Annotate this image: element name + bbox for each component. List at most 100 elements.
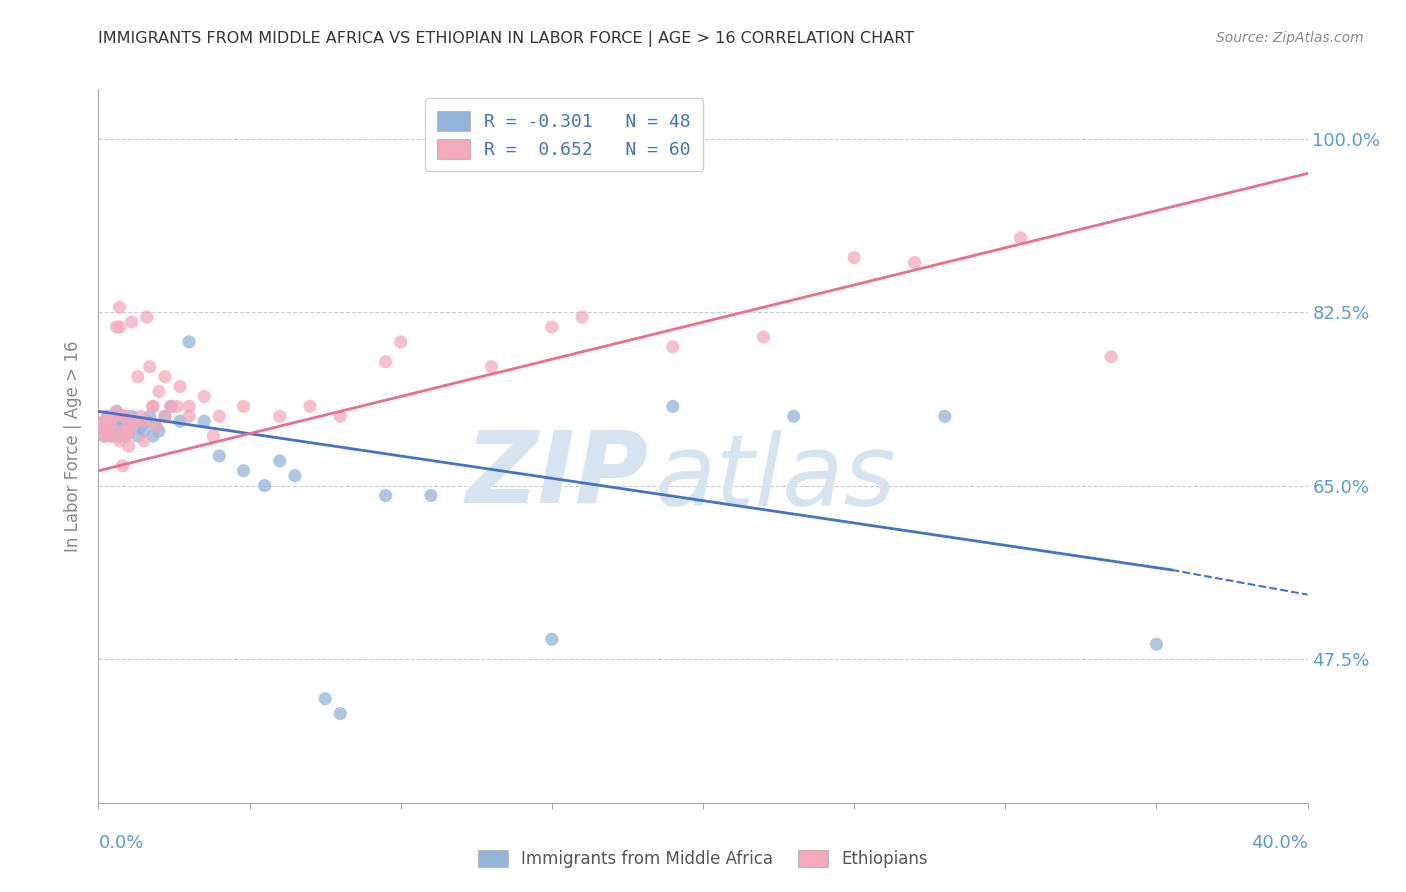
Legend: R = -0.301   N = 48, R =  0.652   N = 60: R = -0.301 N = 48, R = 0.652 N = 60 bbox=[425, 98, 703, 171]
Point bbox=[284, 468, 307, 483]
Point bbox=[105, 320, 128, 334]
Point bbox=[540, 320, 562, 334]
Point bbox=[103, 424, 125, 438]
Point bbox=[129, 419, 152, 434]
Point bbox=[374, 489, 396, 503]
Point bbox=[96, 409, 118, 424]
Point bbox=[127, 429, 149, 443]
Point bbox=[571, 310, 593, 325]
Point bbox=[329, 706, 352, 721]
Point bbox=[844, 251, 866, 265]
Point bbox=[100, 414, 122, 428]
Point bbox=[93, 429, 115, 443]
Point bbox=[142, 400, 165, 414]
Point bbox=[108, 300, 131, 314]
Point bbox=[118, 419, 141, 434]
Point bbox=[100, 429, 122, 443]
Point bbox=[145, 419, 167, 434]
Point bbox=[148, 384, 170, 399]
Text: 0.0%: 0.0% bbox=[98, 834, 143, 852]
Point bbox=[90, 419, 112, 434]
Point bbox=[202, 429, 225, 443]
Point bbox=[135, 310, 157, 325]
Point bbox=[166, 400, 188, 414]
Point bbox=[139, 409, 162, 424]
Point bbox=[105, 404, 128, 418]
Text: ZIP: ZIP bbox=[465, 426, 648, 523]
Point bbox=[111, 424, 134, 438]
Point bbox=[124, 414, 146, 428]
Point bbox=[108, 434, 131, 448]
Point bbox=[114, 429, 136, 443]
Point bbox=[118, 439, 141, 453]
Point bbox=[118, 424, 141, 438]
Point bbox=[269, 409, 291, 424]
Point bbox=[153, 409, 176, 424]
Point bbox=[108, 320, 131, 334]
Point bbox=[314, 691, 336, 706]
Point bbox=[253, 478, 276, 492]
Y-axis label: In Labor Force | Age > 16: In Labor Force | Age > 16 bbox=[65, 340, 83, 552]
Point bbox=[93, 414, 115, 428]
Point bbox=[96, 424, 118, 438]
Point bbox=[111, 414, 134, 428]
Point bbox=[389, 334, 412, 349]
Point bbox=[160, 400, 183, 414]
Point bbox=[208, 449, 231, 463]
Point bbox=[1099, 350, 1122, 364]
Point bbox=[179, 400, 201, 414]
Point bbox=[108, 429, 131, 443]
Point bbox=[783, 409, 806, 424]
Point bbox=[1144, 637, 1167, 651]
Point bbox=[142, 400, 165, 414]
Point bbox=[179, 334, 201, 349]
Point bbox=[90, 419, 112, 434]
Point bbox=[96, 409, 118, 424]
Point bbox=[103, 424, 125, 438]
Point bbox=[160, 400, 183, 414]
Point bbox=[124, 414, 146, 428]
Point bbox=[662, 400, 685, 414]
Point bbox=[114, 429, 136, 443]
Point bbox=[179, 409, 201, 424]
Point bbox=[105, 419, 128, 434]
Text: 40.0%: 40.0% bbox=[1251, 834, 1308, 852]
Point bbox=[208, 409, 231, 424]
Point bbox=[118, 419, 141, 434]
Point bbox=[127, 369, 149, 384]
Text: Source: ZipAtlas.com: Source: ZipAtlas.com bbox=[1216, 31, 1364, 45]
Point bbox=[232, 400, 254, 414]
Point bbox=[169, 414, 191, 428]
Point bbox=[904, 255, 927, 269]
Text: atlas: atlas bbox=[655, 430, 896, 526]
Point bbox=[299, 400, 322, 414]
Point bbox=[132, 424, 155, 438]
Point bbox=[662, 340, 685, 354]
Point bbox=[148, 424, 170, 438]
Point bbox=[124, 414, 146, 428]
Point bbox=[96, 424, 118, 438]
Point bbox=[111, 424, 134, 438]
Point bbox=[145, 419, 167, 434]
Point bbox=[108, 409, 131, 424]
Legend: Immigrants from Middle Africa, Ethiopians: Immigrants from Middle Africa, Ethiopian… bbox=[471, 843, 935, 875]
Point bbox=[329, 409, 352, 424]
Point bbox=[111, 458, 134, 473]
Point bbox=[142, 429, 165, 443]
Point bbox=[103, 409, 125, 424]
Point bbox=[114, 409, 136, 424]
Point bbox=[105, 404, 128, 418]
Point bbox=[374, 355, 396, 369]
Point bbox=[193, 414, 215, 428]
Point bbox=[132, 414, 155, 428]
Point bbox=[169, 379, 191, 393]
Point bbox=[153, 369, 176, 384]
Point bbox=[153, 409, 176, 424]
Point bbox=[100, 429, 122, 443]
Point bbox=[121, 315, 143, 329]
Point bbox=[481, 359, 503, 374]
Point bbox=[135, 414, 157, 428]
Point bbox=[118, 424, 141, 438]
Point bbox=[129, 409, 152, 424]
Point bbox=[540, 632, 562, 647]
